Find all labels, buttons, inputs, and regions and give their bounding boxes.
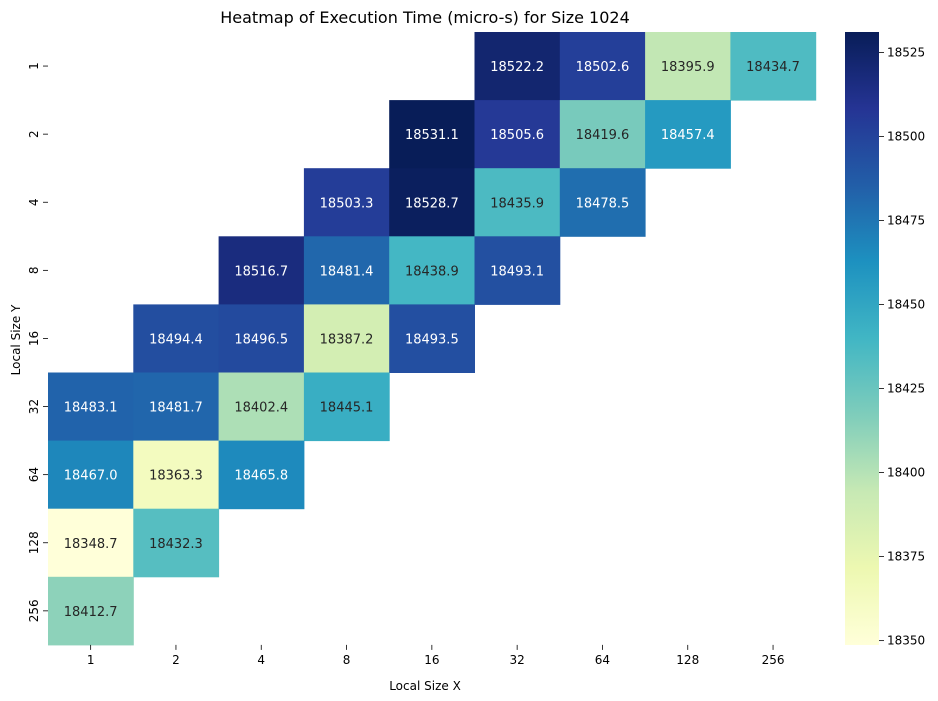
heatmap-cell xyxy=(48,372,134,442)
colorbar-tick-label: 18450 xyxy=(887,298,925,312)
cell-value-label: 18419.6 xyxy=(576,128,630,143)
y-tick-label: 128 xyxy=(27,531,41,554)
heatmap-cell xyxy=(389,100,475,169)
y-tick-label: 64 xyxy=(27,467,41,482)
x-tick-label: 8 xyxy=(343,653,351,667)
heatmap-cells: 18522.2 18502.6 18395.9 18434.7 18531.1 18505… xyxy=(48,32,817,646)
x-axis-label: Local Size X xyxy=(389,679,461,693)
heatmap-cell xyxy=(559,100,646,169)
y-tick-label: 8 xyxy=(27,267,41,275)
cell-value-label: 18435.9 xyxy=(490,196,544,211)
heatmap-cell xyxy=(303,372,390,442)
cell-value-label: 18387.2 xyxy=(320,332,374,347)
x-tick-label: 64 xyxy=(595,653,610,667)
cell-value-label: 18402.4 xyxy=(234,401,288,416)
colorbar-tick-label: 18425 xyxy=(887,382,925,396)
heatmap-cell xyxy=(303,168,390,237)
heatmap-cell xyxy=(730,32,817,101)
y-tick-label: 4 xyxy=(27,198,41,206)
heatmap-cell xyxy=(389,236,475,305)
colorbar: 18350 18375 18400 18425 18450 18475 18500 18525 xyxy=(845,32,925,648)
cell-value-label: 18522.2 xyxy=(490,60,544,75)
y-tick-label: 16 xyxy=(27,331,41,346)
x-tick-label: 32 xyxy=(510,653,525,667)
y-tick-label: 32 xyxy=(27,399,41,414)
cell-value-label: 18445.1 xyxy=(320,401,374,416)
y-axis-label: Local Size Y xyxy=(9,304,23,375)
colorbar-tick-label: 18400 xyxy=(887,466,925,480)
heatmap-cell xyxy=(645,32,731,101)
heatmap-cell xyxy=(303,236,390,305)
heatmap-cell xyxy=(559,32,646,101)
cell-value-label: 18465.8 xyxy=(234,469,288,484)
cell-value-label: 18412.7 xyxy=(64,605,118,620)
cell-value-label: 18493.5 xyxy=(405,332,459,347)
cell-value-label: 18502.6 xyxy=(576,60,630,75)
y-axis: 1 2 4 8 16 32 64 128 256 xyxy=(27,62,48,622)
cell-value-label: 18483.1 xyxy=(64,401,118,416)
heatmap-cell xyxy=(133,304,220,373)
heatmap-cell xyxy=(133,372,220,442)
cell-value-label: 18528.7 xyxy=(405,196,459,211)
cell-value-label: 18438.9 xyxy=(405,264,459,279)
cell-value-label: 18516.7 xyxy=(234,264,288,279)
cell-value-label: 18363.3 xyxy=(149,469,203,484)
x-tick-label: 4 xyxy=(257,653,265,667)
heatmap-cell xyxy=(389,304,475,373)
y-tick-label: 1 xyxy=(27,62,41,70)
heatmap-cell xyxy=(218,372,305,442)
colorbar-tick-label: 18375 xyxy=(887,550,925,564)
cell-value-label: 18481.4 xyxy=(320,264,374,279)
heatmap-cell xyxy=(133,440,220,510)
chart-title: Heatmap of Execution Time (micro-s) for … xyxy=(220,8,630,27)
cell-value-label: 18432.3 xyxy=(149,537,203,552)
heatmap-cell xyxy=(474,236,561,305)
cell-value-label: 18395.9 xyxy=(661,60,715,75)
cell-value-label: 18496.5 xyxy=(234,332,288,347)
colorbar-tick-label: 18525 xyxy=(887,46,925,60)
heatmap-cell xyxy=(48,576,134,646)
heatmap-cell xyxy=(303,304,390,373)
cell-value-label: 18481.7 xyxy=(149,401,203,416)
colorbar-gradient xyxy=(845,32,879,645)
heatmap-cell xyxy=(474,32,561,101)
x-tick-label: 256 xyxy=(762,653,785,667)
x-tick-label: 128 xyxy=(676,653,699,667)
x-axis: 1 2 4 8 16 32 64 128 256 xyxy=(87,644,785,667)
cell-value-label: 18505.6 xyxy=(490,128,544,143)
heatmap-cell xyxy=(559,168,646,237)
colorbar-tick-label: 18350 xyxy=(887,634,925,648)
cell-value-label: 18503.3 xyxy=(320,196,374,211)
cell-value-label: 18478.5 xyxy=(576,196,630,211)
heatmap-cell xyxy=(133,508,220,578)
y-tick-label: 2 xyxy=(27,130,41,138)
heatmap-cell xyxy=(389,168,475,237)
cell-value-label: 18467.0 xyxy=(64,469,118,484)
x-tick-label: 2 xyxy=(172,653,180,667)
cell-value-label: 18494.4 xyxy=(149,332,203,347)
x-tick-label: 16 xyxy=(424,653,439,667)
heatmap-cell xyxy=(48,440,134,510)
x-tick-label: 1 xyxy=(87,653,95,667)
cell-value-label: 18493.1 xyxy=(490,264,544,279)
colorbar-tick-label: 18475 xyxy=(887,214,925,228)
heatmap-cell xyxy=(645,100,731,169)
heatmap-cell xyxy=(218,304,305,373)
heatmap-cell xyxy=(474,168,561,237)
cell-value-label: 18348.7 xyxy=(64,537,118,552)
colorbar-tick-label: 18500 xyxy=(887,130,925,144)
cell-value-label: 18531.1 xyxy=(405,128,459,143)
heatmap-cell xyxy=(218,440,305,510)
heatmap-cell xyxy=(218,236,305,305)
cell-value-label: 18457.4 xyxy=(661,128,715,143)
y-tick-label: 256 xyxy=(27,599,41,622)
heatmap-cell xyxy=(48,508,134,578)
heatmap-cell xyxy=(474,100,561,169)
cell-value-label: 18434.7 xyxy=(746,60,800,75)
